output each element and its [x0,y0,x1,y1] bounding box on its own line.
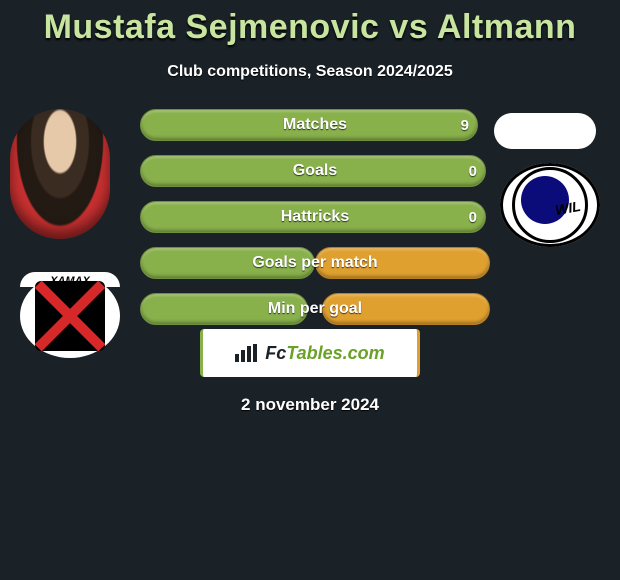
club-right-badge: WIL [500,163,600,247]
stat-bar-right [315,247,490,279]
as-of-date: 2 november 2024 [0,395,620,415]
stat-row: Goals per match [140,247,490,279]
stat-val-left: 0 [469,202,477,234]
stat-val-left: 0 [469,156,477,188]
page-title: Mustafa Sejmenovic vs Altmann [0,0,620,47]
stat-bar-left: 0 [140,201,486,233]
player-right-avatar [494,113,596,149]
brand-text-b: Tables.com [286,343,384,363]
stat-row: 0Goals [140,155,490,187]
stat-bar-left: 9 [140,109,478,141]
stat-bar-left: 0 [140,155,486,187]
stat-row: 9Matches [140,109,490,141]
stat-bar-left [140,247,315,279]
stat-bar-left [140,293,308,325]
club-right-label: WIL [554,198,582,218]
stat-val-left: 9 [461,110,469,142]
stat-bar-right [322,293,490,325]
subtitle: Club competitions, Season 2024/2025 [0,63,620,81]
club-left-badge: XAMAX [20,274,120,358]
stat-row: 0Hattricks [140,201,490,233]
brand-text-a: Fc [265,343,286,363]
player-left-avatar [10,109,110,239]
stat-row: Min per goal [140,293,490,325]
stat-bars: 9Matches 0Goals 0Hattricks Goals per match M… [140,109,490,339]
brand-chart-icon [235,344,257,362]
